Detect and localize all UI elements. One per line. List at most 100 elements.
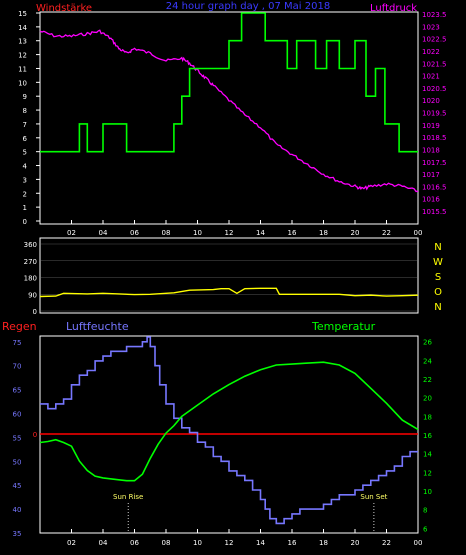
x-tick-label: 04 [99,229,108,237]
humidity-tick-label: 60 [13,410,22,418]
compass-label: N [434,302,441,313]
x-tick-label: 08 [162,229,171,237]
humidity-axis-label: Luftfeuchte [66,320,129,333]
pressure-tick-label: 1019.5 [422,110,447,118]
wind-tick-label: 6 [23,135,28,143]
humidity-tick-label: 50 [13,458,22,466]
humidity-tick-label: 70 [13,363,22,371]
panel-direction-frame [39,237,419,314]
wind-tick-label: 11 [18,65,27,73]
temperature-tick-label: 22 [423,376,432,384]
pressure-tick-label: 1023.5 [422,11,447,19]
pressure-tick-label: 1016 [422,196,440,204]
compass-label: N [434,242,441,253]
chart-title: 24 hour graph day , 07 Mai 2018 [166,1,330,12]
x-tick-label: 18 [319,539,328,547]
direction-tick-label: 180 [24,275,37,283]
wind-axis-label: Windstärke [36,3,92,14]
direction-tick-label: 360 [24,241,37,249]
x-tick-label: 22 [382,229,391,237]
x-tick-label: 18 [319,229,328,237]
pressure-tick-label: 1018 [422,146,440,154]
pressure-tick-label: 1022 [422,48,440,56]
rain-tick-label: 0 [33,431,37,439]
temperature-tick-label: 14 [423,451,432,459]
temperature-tick-label: 16 [423,432,432,440]
humidity-tick-label: 65 [13,387,22,395]
x-tick-label: 20 [351,229,360,237]
wind-tick-label: 0 [23,218,27,226]
wind-tick-label: 12 [18,52,27,60]
temperature-tick-label: 24 [423,357,432,365]
temperature-tick-label: 18 [423,413,432,421]
wind-tick-label: 13 [18,38,27,46]
humidity-tick-label: 40 [13,506,22,514]
direction-tick-label: 0 [33,308,37,316]
x-tick-label: 00 [414,229,423,237]
temperature-tick-label: 10 [423,488,432,496]
pressure-tick-label: 1017 [422,171,440,179]
pressure-tick-label: 1018.5 [422,134,447,142]
direction-tick-label: 270 [24,258,37,266]
temperature-axis-label: Temperatur [311,320,376,333]
pressure-tick-label: 1015.5 [422,208,447,216]
x-tick-label: 22 [382,539,391,547]
x-tick-label: 12 [225,539,234,547]
humidity-tick-label: 35 [13,530,22,538]
pressure-tick-label: 1016.5 [422,183,447,191]
sun-rise-label: Sun Rise [113,493,143,501]
wind-direction-line [39,287,419,298]
x-tick-label: 10 [193,229,202,237]
pressure-tick-label: 1020.5 [422,85,447,93]
rain-axis-label: Regen [2,320,37,333]
pressure-tick-label: 1021.5 [422,60,447,68]
compass-label: W [433,257,443,268]
x-tick-label: 14 [256,229,265,237]
x-tick-label: 14 [256,539,265,547]
temperature-tick-label: 8 [423,507,427,515]
x-tick-label: 04 [99,539,108,547]
pressure-axis-label: Luftdruck [370,3,417,14]
temperature-tick-label: 26 [423,339,432,347]
x-tick-label: 20 [351,539,360,547]
x-tick-label: 02 [67,229,76,237]
x-tick-label: 06 [130,539,139,547]
temperature-tick-label: 20 [423,395,432,403]
wind-tick-label: 7 [23,121,27,129]
temperature-line [39,361,419,482]
wind-tick-label: 14 [18,24,27,32]
x-tick-label: 00 [414,539,423,547]
x-tick-label: 08 [162,539,171,547]
pressure-tick-label: 1022.5 [422,36,447,44]
pressure-tick-label: 1023 [422,23,440,31]
wind-tick-label: 15 [18,10,27,18]
temperature-tick-label: 6 [423,525,428,533]
humidity-tick-label: 45 [13,482,22,490]
wind-tick-label: 3 [23,176,27,184]
wind-tick-label: 4 [23,163,28,171]
x-tick-label: 16 [288,229,297,237]
sun-set-label: Sun Set [360,493,387,501]
x-tick-label: 02 [67,539,76,547]
humidity-tick-label: 55 [13,434,22,442]
x-tick-label: 12 [225,229,234,237]
pressure-tick-label: 1020 [422,97,440,105]
wind-tick-label: 9 [23,93,27,101]
humidity-line [40,336,418,525]
wind-tick-label: 5 [23,149,27,157]
wind-tick-label: 1 [23,204,27,212]
compass-label: S [435,272,441,283]
wind-tick-label: 2 [23,190,27,198]
wind-tick-label: 10 [18,79,27,87]
pressure-tick-label: 1019 [422,122,440,130]
x-tick-label: 06 [130,229,139,237]
pressure-tick-label: 1017.5 [422,159,447,167]
temperature-tick-label: 12 [423,469,432,477]
compass-label: O [434,287,442,298]
wind-tick-label: 8 [23,107,27,115]
pressure-line [39,29,419,193]
x-tick-label: 10 [193,539,202,547]
direction-tick-label: 90 [28,291,37,299]
humidity-tick-label: 75 [13,339,22,347]
